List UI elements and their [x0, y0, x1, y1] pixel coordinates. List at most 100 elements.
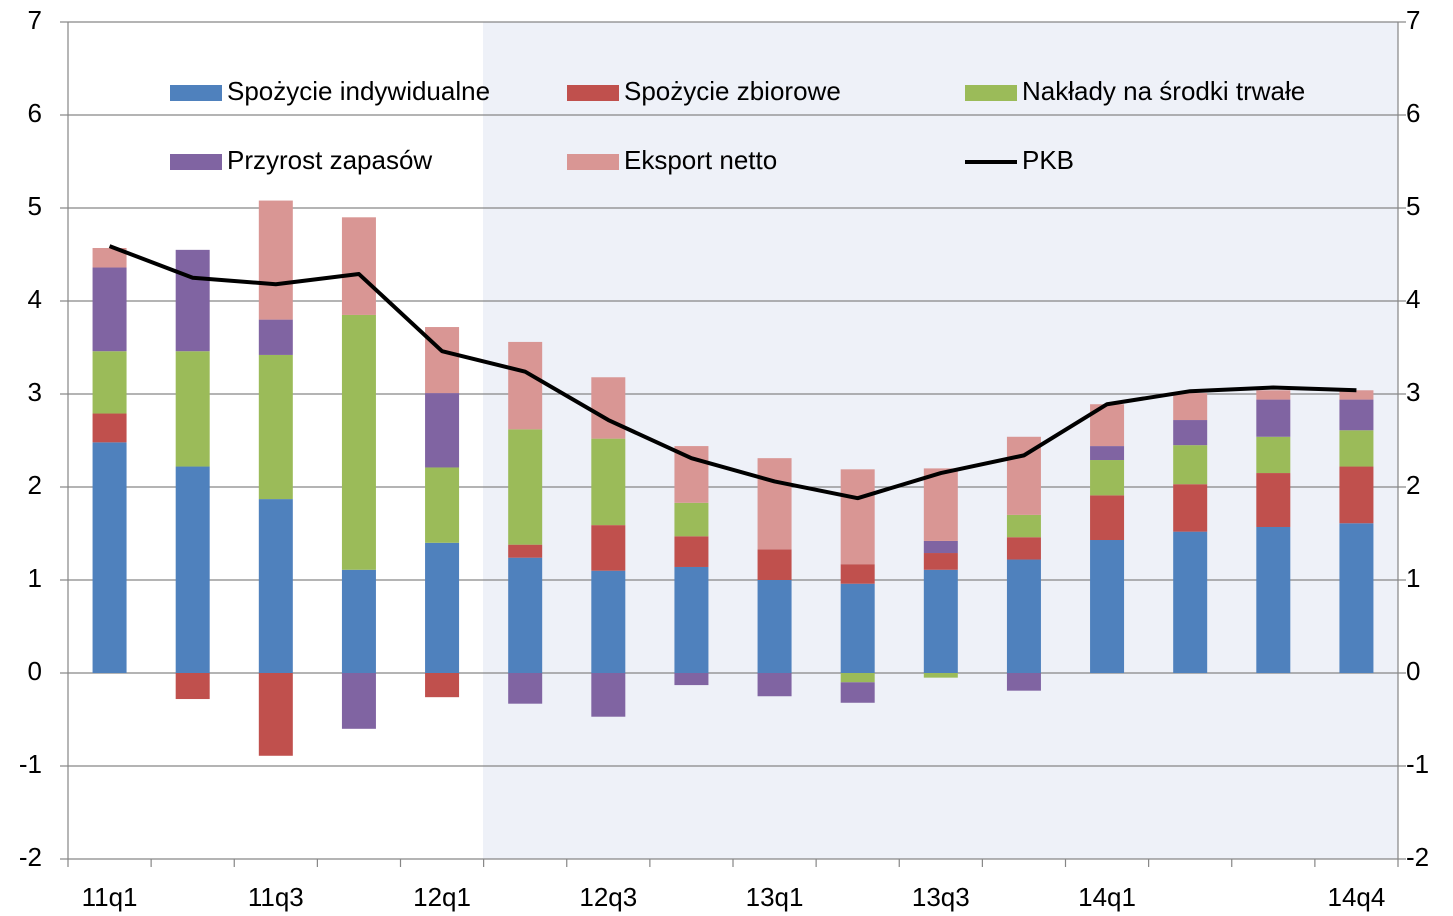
legend-label: Przyrost zapasów: [227, 145, 432, 175]
bar-segment: [1006, 537, 1041, 560]
y2-tick-label: 0: [1406, 656, 1420, 686]
bar-segment: [425, 673, 460, 698]
y-tick-label: 2: [28, 470, 42, 500]
bar-segment: [508, 341, 543, 430]
bar-segment: [92, 351, 127, 414]
bar-segment: [840, 682, 875, 703]
legend-label: Spożycie indywidualne: [227, 76, 490, 106]
y2-tick-label: -2: [1406, 842, 1429, 872]
bar-segment: [1173, 393, 1208, 421]
bar-segment: [923, 468, 958, 541]
bar-segment: [258, 319, 293, 355]
y2-tick-label: 3: [1406, 377, 1420, 407]
bar-segment: [757, 580, 792, 673]
legend-label: Eksport netto: [624, 145, 777, 175]
bar-segment: [425, 542, 460, 673]
bar-segment: [1006, 514, 1041, 538]
bar-segment: [757, 549, 792, 580]
bar-segment: [341, 217, 376, 315]
y-tick-label: 1: [28, 563, 42, 593]
bar-segment: [175, 673, 210, 700]
legend-label: Spożycie zbiorowe: [624, 76, 841, 106]
bar-segment: [1006, 559, 1041, 673]
bar-segment: [923, 553, 958, 570]
bar-segment: [757, 458, 792, 550]
bar-segment: [1090, 446, 1125, 461]
bar-segment: [591, 377, 626, 439]
bar-segment: [1339, 523, 1374, 673]
line: [108, 244, 1357, 501]
bar-segment: [92, 442, 127, 673]
y-tick-label: 5: [28, 191, 42, 221]
bar-segment: [258, 354, 293, 500]
bar-segment: [508, 557, 543, 673]
y-tick-label: 7: [28, 5, 42, 35]
bar-segment: [425, 467, 460, 543]
y2-tick-label: -1: [1406, 749, 1429, 779]
x-tick-label: 14q1: [1078, 882, 1136, 912]
bar-segment: [1090, 460, 1125, 496]
legend-swatch: [170, 85, 222, 101]
bar-segment: [1256, 436, 1291, 474]
bar-segment: [1339, 390, 1374, 400]
bar-segment: [1173, 445, 1208, 485]
bar-segment: [591, 438, 626, 526]
bar-segment: [508, 673, 543, 704]
y-tick-label: 0: [28, 656, 42, 686]
bar-segment: [175, 466, 210, 673]
bar-segment: [258, 200, 293, 320]
bar-segment: [1173, 420, 1208, 446]
bar-segment: [757, 673, 792, 697]
bar-segment: [1256, 526, 1291, 673]
bar-segment: [674, 566, 709, 673]
bar-segment: [591, 525, 626, 571]
bar-segment: [1339, 466, 1374, 524]
bar-segment: [425, 393, 460, 468]
bar-segment: [1339, 399, 1374, 431]
y2-tick-label: 4: [1406, 284, 1420, 314]
y2-tick-label: 2: [1406, 470, 1420, 500]
bar-segment: [674, 502, 709, 537]
bar-segment: [341, 673, 376, 729]
bar-segment: [923, 569, 958, 673]
bar-segment: [508, 429, 543, 545]
x-tick-label: 13q1: [746, 882, 804, 912]
bar-segment: [341, 314, 376, 570]
bar-segment: [674, 536, 709, 567]
legend-swatch: [170, 154, 222, 170]
bar-segment: [591, 673, 626, 717]
bar-segment: [1339, 430, 1374, 467]
x-tick-label: 11q1: [82, 882, 138, 912]
x-tick-label: 12q3: [579, 882, 637, 912]
bar-segment: [92, 413, 127, 443]
bar-segment: [923, 673, 958, 678]
y-tick-label: -2: [19, 842, 42, 872]
x-tick-label: 13q3: [912, 882, 970, 912]
bar-segment: [1256, 390, 1291, 400]
bar-segment: [840, 583, 875, 673]
bar-segment: [840, 469, 875, 565]
bar-segment: [425, 327, 460, 394]
bar-segment: [258, 673, 293, 756]
bar-segment: [92, 247, 127, 268]
y-tick-label: 3: [28, 377, 42, 407]
legend-swatch: [567, 154, 619, 170]
legend-label: PKB: [1022, 145, 1074, 175]
bar-segment: [258, 499, 293, 673]
bar-segment: [840, 673, 875, 683]
bar-segment: [840, 564, 875, 584]
bar-segment: [1173, 484, 1208, 532]
bar-segment: [508, 544, 543, 558]
y2-tick-label: 6: [1406, 98, 1420, 128]
forecast-shading: [483, 22, 1398, 859]
bar-segment: [1256, 399, 1291, 437]
y-tick-label: -1: [19, 749, 42, 779]
bar-segment: [1256, 473, 1291, 527]
bar-segment: [92, 267, 127, 352]
y2-tick-label: 5: [1406, 191, 1420, 221]
x-tick-label: 11q3: [248, 882, 304, 912]
bar-segment: [175, 351, 210, 467]
bar-segment: [674, 446, 709, 503]
y-tick-label: 6: [28, 98, 42, 128]
